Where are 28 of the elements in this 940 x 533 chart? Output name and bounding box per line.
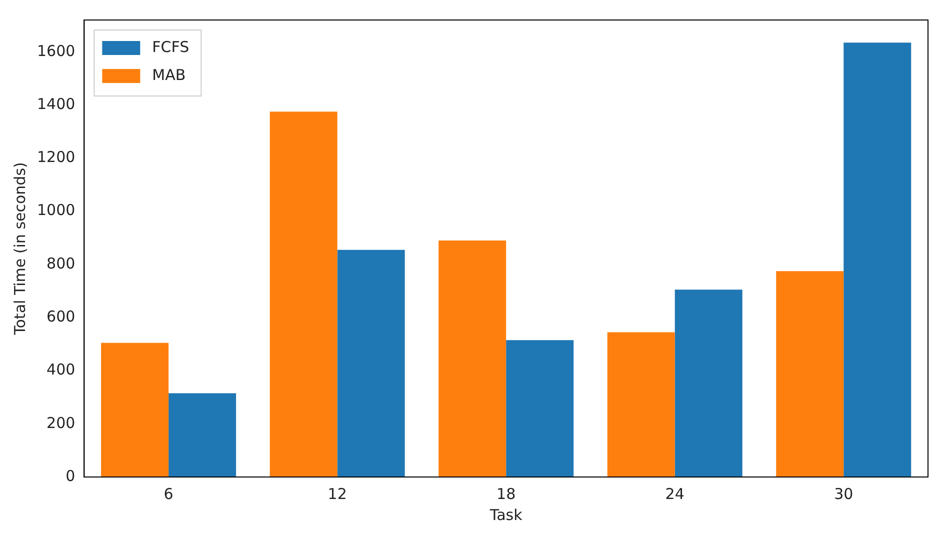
bar [674,290,742,477]
y-axis-title: Total Time (in seconds) [10,162,29,336]
bar [337,250,405,477]
x-tick-label: 30 [834,484,854,503]
legend-label: FCFS [152,38,190,56]
bar [776,271,844,477]
bar [101,342,169,477]
y-tick-label: 0 [66,466,76,485]
bar [168,393,236,477]
x-axis-title: Task [488,506,523,524]
bar [844,42,912,477]
bar [506,340,574,477]
bar [607,332,675,477]
x-tick-label: 18 [496,484,516,503]
y-tick-label: 1400 [36,94,76,113]
x-tick-label: 6 [164,484,174,503]
legend-label: MAB [152,66,186,84]
y-tick-label: 1600 [36,42,76,60]
y-tick-label: 800 [46,254,76,272]
y-tick-label: 1000 [36,201,76,220]
y-tick-label: 1200 [36,148,76,166]
bar [438,240,506,477]
y-tick-label: 600 [46,307,76,326]
x-tick-label: 24 [665,484,684,503]
x-tick-label: 12 [328,484,347,503]
y-tick-label: 400 [46,360,76,379]
bar [270,112,338,477]
y-tick-label: 200 [46,414,76,432]
